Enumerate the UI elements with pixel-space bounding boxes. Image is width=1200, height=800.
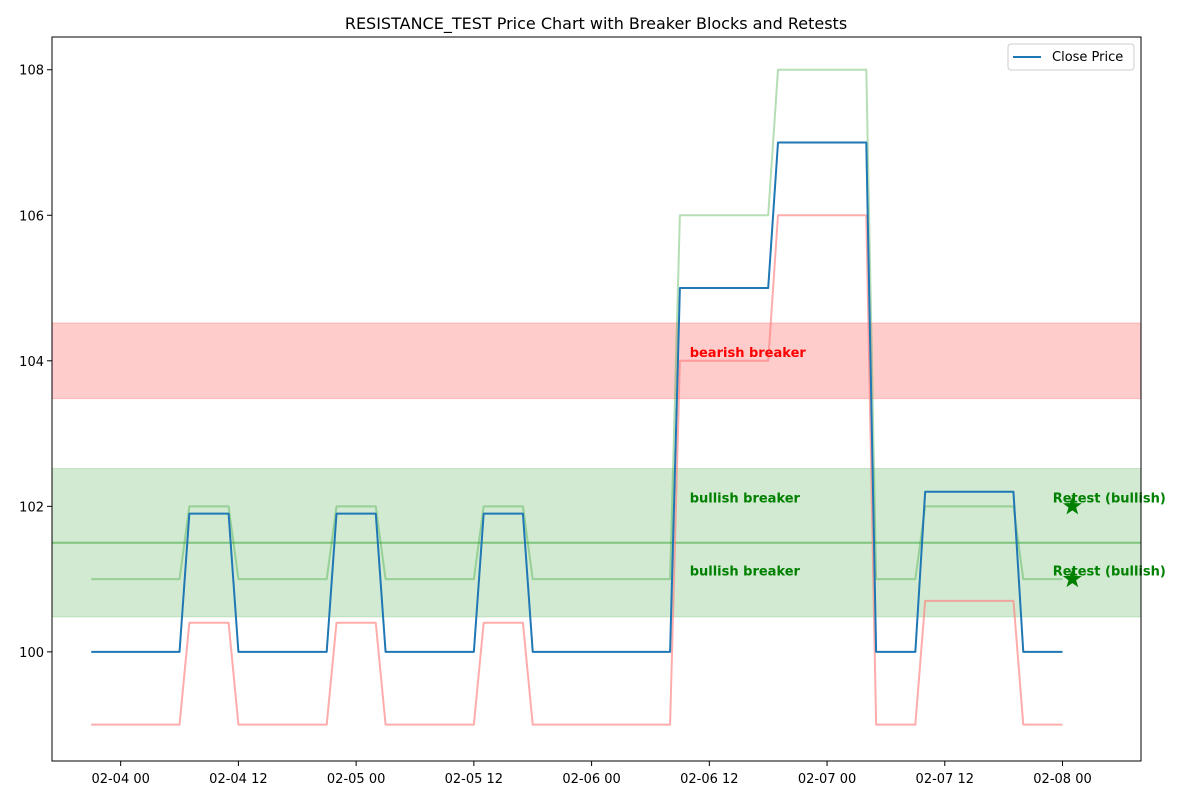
annotation-retest-bullish: Retest (bullish)	[1053, 492, 1166, 507]
annotations-layer: bearish breaker bullish breaker bullish br…	[690, 346, 1166, 579]
x-tick-label: 02-07 12	[916, 772, 974, 787]
x-tick-label: 02-07 00	[798, 772, 856, 787]
low-price-line	[91, 214, 1063, 726]
annotation-bullish-breaker: bullish breaker	[690, 492, 801, 507]
x-tick-label: 02-04 00	[91, 772, 149, 787]
legend: Close Price	[1007, 43, 1135, 71]
x-tick-label: 02-05 00	[327, 772, 385, 787]
x-tick-label: 02-06 00	[562, 772, 620, 787]
x-tick-label: 02-05 12	[445, 772, 503, 787]
annotation-retest-bullish: Retest (bullish)	[1053, 564, 1166, 579]
annotation-bearish-breaker: bearish breaker	[690, 346, 807, 361]
x-tick-label: 02-08 00	[1033, 772, 1091, 787]
y-tick-label: 106	[19, 209, 44, 224]
bearish-breaker-zone	[51, 322, 1142, 400]
x-tick-label: 02-04 12	[209, 772, 267, 787]
markers-layer	[1062, 496, 1082, 588]
y-tick-label: 108	[19, 64, 44, 79]
plot-area: bearish breaker bullish breaker bullish br…	[51, 68, 1166, 726]
y-tick-label: 100	[19, 646, 44, 661]
retest-star-marker	[1062, 496, 1082, 515]
legend-label-close-price: Close Price	[1052, 50, 1123, 65]
x-tick-label: 02-06 12	[680, 772, 738, 787]
annotation-bullish-breaker: bullish breaker	[690, 564, 801, 579]
y-tick-label: 104	[19, 355, 44, 370]
chart-title: RESISTANCE_TEST Price Chart with Breaker…	[345, 14, 847, 34]
y-tick-label: 102	[19, 500, 44, 515]
zones-layer	[51, 322, 1142, 618]
close-price-line	[91, 141, 1063, 653]
plot-frame	[51, 36, 1142, 762]
high-price-line	[91, 68, 1063, 581]
y-axis: 100 102 104 106 108	[19, 64, 52, 661]
x-axis: 02-04 00 02-04 12 02-05 00 02-05 12 02-06 00…	[91, 761, 1092, 787]
series-layer	[91, 68, 1063, 726]
legend-box	[1007, 43, 1135, 71]
retest-star-marker	[1062, 569, 1082, 588]
